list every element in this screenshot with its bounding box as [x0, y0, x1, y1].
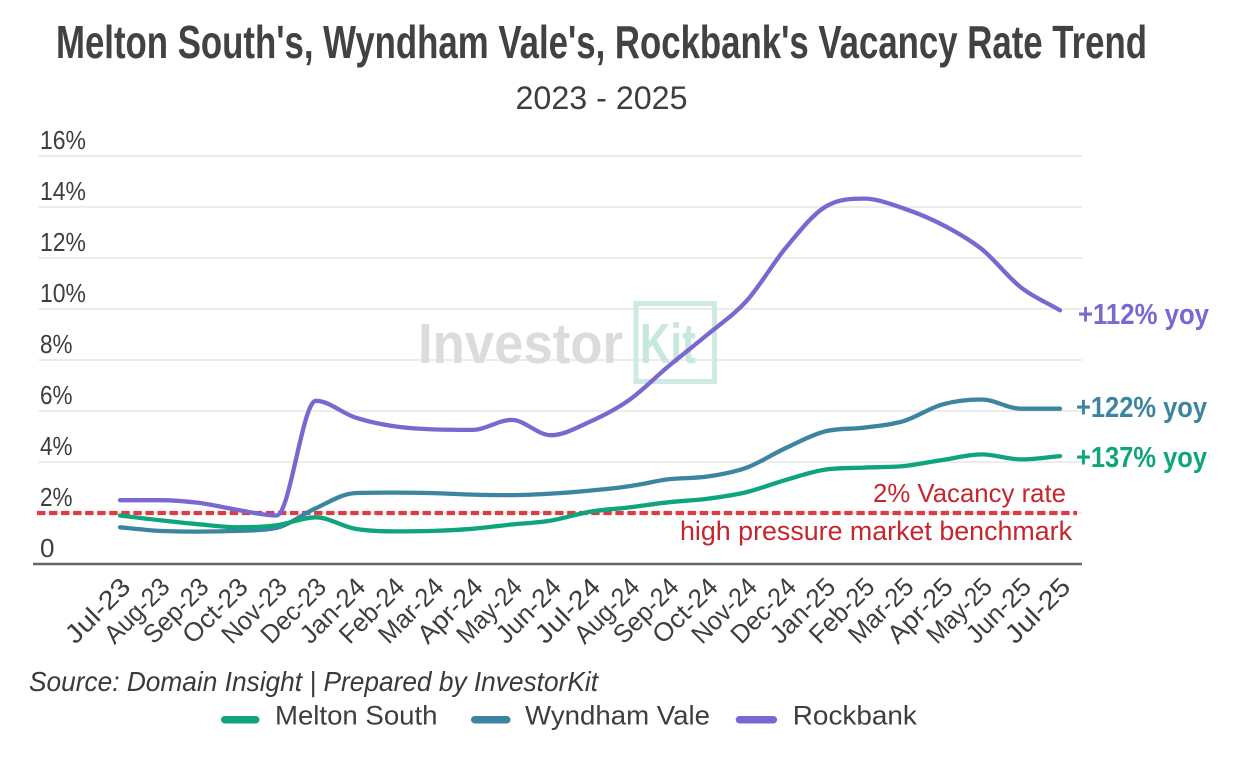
svg-text:Rockbank: Rockbank [793, 701, 918, 731]
svg-text:Wyndham Vale: Wyndham Vale [525, 701, 710, 731]
svg-text:+137% yoy: +137% yoy [1076, 442, 1207, 474]
svg-text:14%: 14% [40, 176, 86, 206]
svg-text:Melton South's, Wyndham Vale's: Melton South's, Wyndham Vale's, Rockbank… [56, 16, 1147, 68]
svg-text:high pressure market benchmark: high pressure market benchmark [680, 516, 1072, 546]
svg-text:Investor: Investor [418, 312, 623, 376]
svg-text:2%: 2% [40, 482, 73, 512]
svg-text:Source: Domain Insight | Prepa: Source: Domain Insight | Prepared by Inv… [29, 666, 599, 697]
svg-text:16%: 16% [40, 125, 86, 155]
svg-text:10%: 10% [40, 278, 86, 308]
svg-text:+122% yoy: +122% yoy [1076, 392, 1207, 424]
svg-text:Melton South: Melton South [275, 701, 438, 731]
svg-text:+112% yoy: +112% yoy [1078, 299, 1209, 331]
svg-text:2% Vacancy rate: 2% Vacancy rate [873, 478, 1066, 508]
svg-text:6%: 6% [40, 380, 73, 410]
svg-text:12%: 12% [40, 227, 86, 257]
svg-text:4%: 4% [40, 431, 73, 461]
svg-text:8%: 8% [40, 329, 73, 359]
svg-text:0: 0 [40, 533, 54, 563]
svg-text:2023 - 2025: 2023 - 2025 [516, 80, 688, 116]
